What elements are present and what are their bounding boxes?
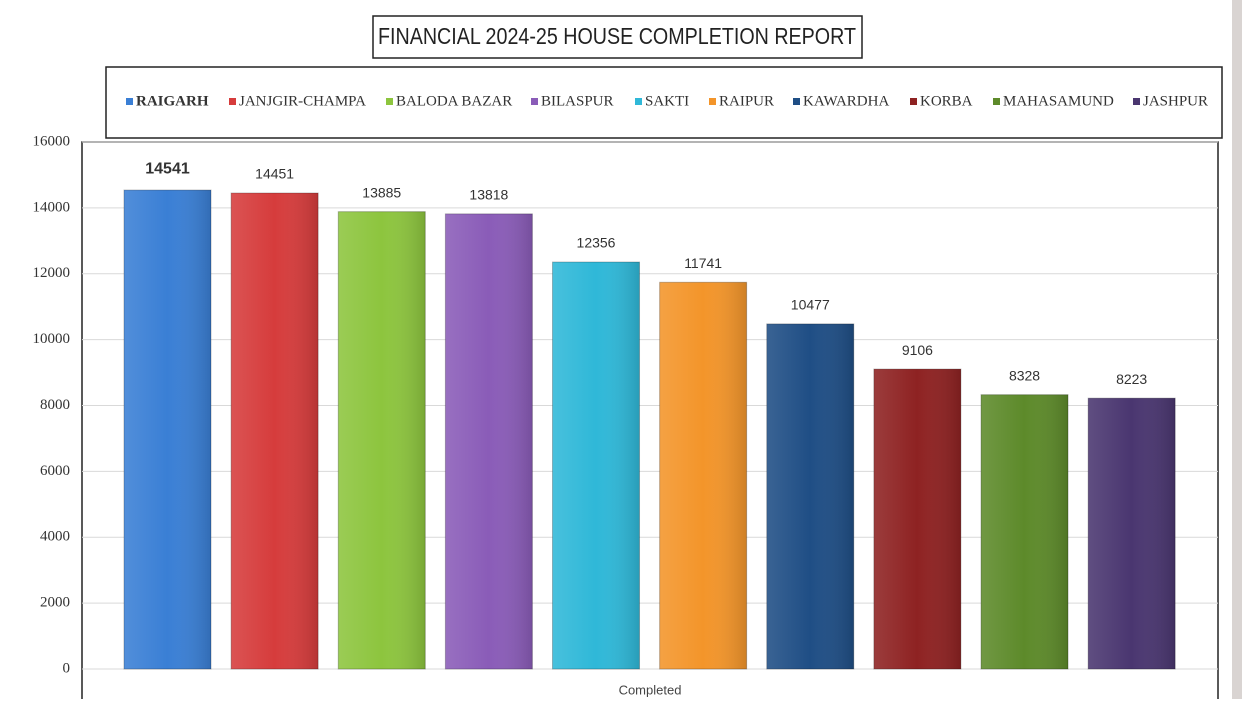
bar-shine bbox=[338, 211, 426, 669]
bar-shine bbox=[552, 262, 640, 669]
bar-shine bbox=[445, 213, 533, 669]
legend-swatch bbox=[229, 98, 236, 105]
legend-swatch bbox=[993, 98, 1000, 105]
y-tick-label: 8000 bbox=[40, 397, 70, 413]
chart-title: FINANCIAL 2024-25 HOUSE COMPLETION REPOR… bbox=[378, 23, 856, 49]
legend-label: BALODA BAZAR bbox=[396, 93, 512, 109]
bar-shine bbox=[873, 369, 961, 669]
y-tick-label: 12000 bbox=[33, 265, 71, 281]
bar-shine bbox=[231, 193, 319, 669]
legend-swatch bbox=[1133, 98, 1140, 105]
data-label: 9106 bbox=[902, 342, 933, 358]
legend-label: BILASPUR bbox=[541, 93, 614, 109]
legend-swatch bbox=[386, 98, 393, 105]
bar-shine bbox=[124, 190, 211, 669]
bar-shine bbox=[659, 282, 747, 669]
data-label: 13818 bbox=[469, 187, 508, 203]
legend-swatch bbox=[793, 98, 800, 105]
legend-label: JASHPUR bbox=[1143, 93, 1208, 109]
legend-label: JANJGIR-CHAMPA bbox=[239, 93, 366, 109]
legend-label: MAHASAMUND bbox=[1003, 93, 1114, 109]
legend-label: RAIGARH bbox=[136, 93, 209, 109]
y-tick-label: 6000 bbox=[40, 463, 70, 479]
data-label: 8328 bbox=[1009, 367, 1040, 383]
bar-shine bbox=[981, 394, 1069, 669]
edge-strip bbox=[1232, 0, 1242, 699]
legend-label: KORBA bbox=[920, 93, 973, 109]
legend-swatch bbox=[709, 98, 716, 105]
y-tick-label: 16000 bbox=[33, 133, 71, 149]
data-label: 11741 bbox=[684, 255, 722, 271]
legend-swatch bbox=[126, 98, 133, 105]
legend-swatch bbox=[910, 98, 917, 105]
legend-label: KAWARDHA bbox=[803, 93, 889, 109]
bar-shine bbox=[1088, 398, 1176, 669]
data-label: 12356 bbox=[577, 235, 616, 251]
data-label: 14541 bbox=[145, 160, 190, 177]
bar-shine bbox=[766, 323, 854, 669]
y-tick-label: 10000 bbox=[33, 331, 71, 347]
y-tick-label: 4000 bbox=[40, 529, 70, 545]
data-label: 13885 bbox=[362, 184, 401, 200]
data-label: 10477 bbox=[791, 297, 830, 313]
y-tick-label: 0 bbox=[63, 660, 71, 676]
legend-box bbox=[105, 66, 1223, 139]
title-box bbox=[372, 15, 863, 59]
y-tick-label: 2000 bbox=[40, 595, 70, 611]
legend-label: RAIPUR bbox=[719, 93, 774, 109]
x-tick-label: Completed bbox=[619, 682, 682, 697]
data-label: 14451 bbox=[255, 166, 294, 182]
legend-swatch bbox=[635, 98, 642, 105]
legend-swatch bbox=[531, 98, 538, 105]
data-label: 8223 bbox=[1116, 371, 1147, 387]
legend-label: SAKTI bbox=[645, 93, 689, 109]
y-tick-label: 14000 bbox=[33, 199, 71, 215]
